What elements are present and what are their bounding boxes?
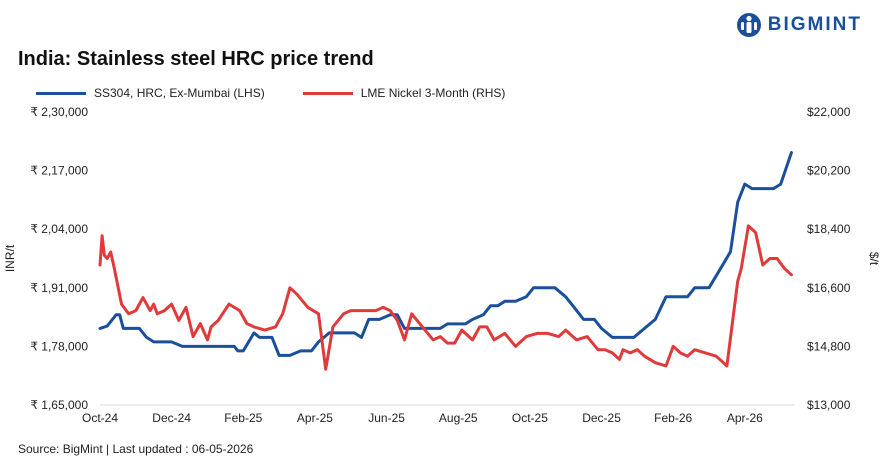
x-tick-label: Oct-25 xyxy=(512,411,548,425)
legend-swatch-ss304 xyxy=(36,91,86,95)
legend-item-ss304: SS304, HRC, Ex-Mumbai (LHS) xyxy=(36,86,265,100)
y-tick-label: ₹ 2,30,000 xyxy=(30,105,88,119)
y-tick-label: ₹ 1,91,000 xyxy=(30,281,88,295)
x-tick-label: Aug-25 xyxy=(439,411,478,425)
y-tick-label: ₹ 2,17,000 xyxy=(30,164,88,178)
legend-swatch-lme-nickel xyxy=(302,91,353,95)
legend-label-ss304: SS304, HRC, Ex-Mumbai (LHS) xyxy=(94,86,265,100)
y2-tick-label: $18,400 xyxy=(807,222,851,236)
series-line-lme-nickel xyxy=(98,224,793,371)
y2-tick-label: $22,000 xyxy=(807,105,851,119)
x-tick-label: Feb-26 xyxy=(654,411,692,425)
y2-axis-title: $/t xyxy=(867,252,881,266)
chart-title: India: Stainless steel HRC price trend xyxy=(18,48,374,70)
y-tick-label: ₹ 1,65,000 xyxy=(30,398,88,412)
legend-label-lme-nickel: LME Nickel 3-Month (RHS) xyxy=(360,86,506,100)
y2-tick-label: $14,800 xyxy=(807,339,851,353)
legend: SS304, HRC, Ex-Mumbai (LHS) LME Nickel 3… xyxy=(36,86,543,100)
series-lines xyxy=(98,151,793,371)
legend-item-lme-nickel: LME Nickel 3-Month (RHS) xyxy=(302,86,506,100)
y-tick-label: ₹ 1,78,000 xyxy=(30,339,88,353)
tick-labels: ₹ 1,65,000 ₹ 1,78,000 ₹ 1,91,000 ₹ 2,04,000… xyxy=(3,105,881,425)
x-tick-label: Dec-24 xyxy=(152,411,191,425)
x-tick-label: Dec-25 xyxy=(582,411,621,425)
brand-logo: BIGMINT xyxy=(736,12,862,38)
y2-tick-label: $20,200 xyxy=(807,164,851,178)
y2-tick-label: $13,000 xyxy=(807,398,851,412)
source-note: Source: BigMint | Last updated : 06-05-2… xyxy=(18,442,254,456)
x-tick-label: Oct-24 xyxy=(82,411,118,425)
y-axis-title: INR/t xyxy=(3,244,17,272)
x-tick-label: Apr-26 xyxy=(727,411,763,425)
bigmint-logo-icon xyxy=(736,13,761,37)
x-tick-label: Apr-25 xyxy=(297,411,333,425)
brand-name: BIGMINT xyxy=(767,14,862,35)
series-line-ss304 xyxy=(98,151,793,357)
x-tick-label: Feb-25 xyxy=(224,411,262,425)
x-tick-label: Jun-25 xyxy=(368,411,405,425)
y-tick-label: ₹ 2,04,000 xyxy=(30,222,88,236)
y2-tick-label: $16,600 xyxy=(807,281,851,295)
